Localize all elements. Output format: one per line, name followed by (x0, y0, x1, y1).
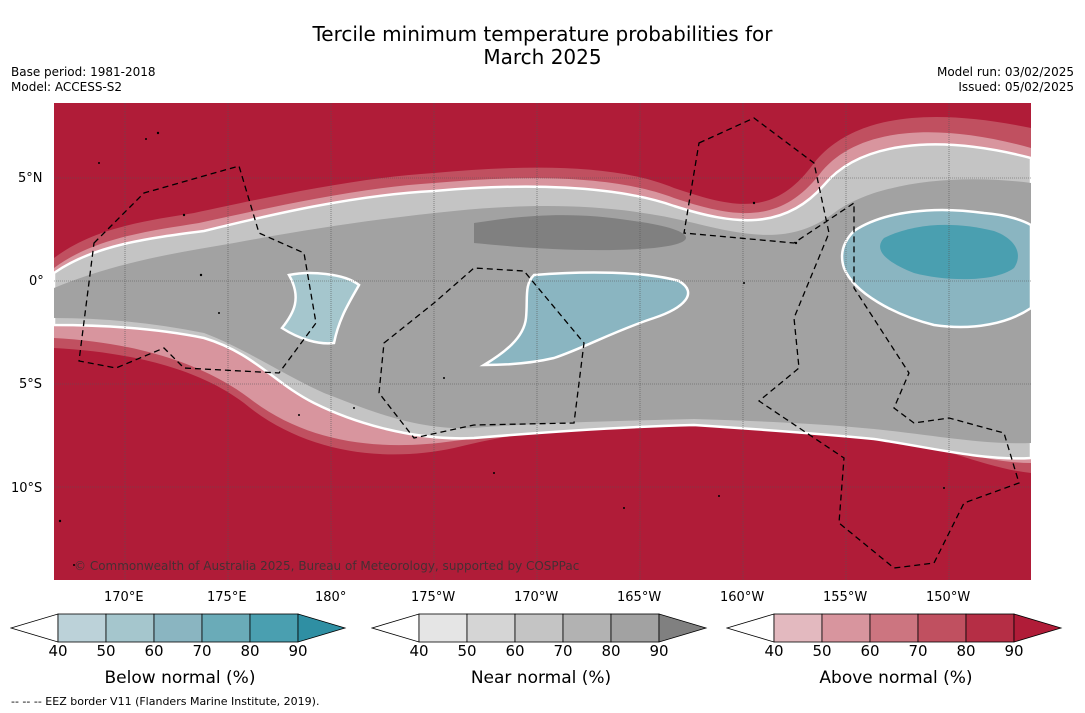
colorbar-near-segment-4 (562, 613, 612, 643)
colorbar-near-label-70: 70 (553, 642, 573, 660)
colorbar-below-segment-4 (201, 613, 251, 643)
lon-tick-160w: 160°W (720, 590, 765, 605)
colorbar-above-label-40: 40 (764, 642, 784, 660)
lon-tick-165w: 165°W (617, 590, 662, 605)
colorbar-below-segment-3 (153, 613, 203, 643)
colorbar-above-label-60: 60 (860, 642, 880, 660)
colorbar-near-label-90: 90 (649, 642, 669, 660)
legend-title-near: Near normal (%) (470, 668, 612, 688)
colorbar-near-label-40: 40 (409, 642, 429, 660)
colorbar-below-label-60: 60 (144, 642, 164, 660)
colorbar-near-upper-extend (658, 613, 708, 643)
base-period: Base period: 1981-2018 (11, 65, 156, 79)
colorbar-below-label-50: 50 (96, 642, 116, 660)
issued-date: Issued: 05/02/2025 (958, 80, 1074, 94)
colorbar-above-label-50: 50 (812, 642, 832, 660)
colorbar-near-lower-extend (371, 613, 420, 643)
colorbar-near-segment-1 (418, 613, 468, 643)
lon-tick-155w: 155°W (823, 590, 868, 605)
colorbar-above-upper-extend (1013, 613, 1063, 643)
colorbar-above-segment-2 (821, 613, 871, 643)
colorbar-below-label-80: 80 (240, 642, 260, 660)
colorbar-near-label-80: 80 (601, 642, 621, 660)
colorbar-below-segment-2 (105, 613, 155, 643)
title-line-2: March 2025 (483, 45, 602, 69)
model-run: Model run: 03/02/2025 (936, 65, 1074, 79)
lon-tick-170e: 170°E (104, 590, 144, 605)
colorbar-above-segment-1 (773, 613, 823, 643)
colorbar-near-normal (371, 613, 708, 643)
lat-tick-0: 0° (29, 274, 44, 289)
colorbar-near-label-60: 60 (505, 642, 525, 660)
lon-tick-180: 180° (315, 590, 347, 605)
colorbar-below-lower-extend (10, 613, 59, 643)
near-normal-dark-patch (474, 215, 687, 251)
lon-tick-150w: 150°W (926, 590, 971, 605)
colorbar-below-segment-5 (249, 613, 299, 643)
lat-tick-5s: 5°S (19, 377, 43, 392)
lat-tick-10s: 10°S (11, 481, 43, 496)
colorbar-above-label-80: 80 (956, 642, 976, 660)
copyright-text: © Commonwealth of Australia 2025, Bureau… (74, 559, 579, 573)
colorbar-above-segment-5 (965, 613, 1015, 643)
colorbar-above-lower-extend (726, 613, 775, 643)
colorbar-near-segment-5 (610, 613, 660, 643)
lon-tick-170w: 170°W (514, 590, 559, 605)
lon-tick-175e: 175°E (207, 590, 247, 605)
graticule (54, 103, 1031, 580)
colorbar-below-label-90: 90 (288, 642, 308, 660)
colorbar-near-segment-3 (514, 613, 564, 643)
eez-borders (78, 117, 1020, 569)
model-name: Model: ACCESS-S2 (11, 80, 123, 94)
probability-map: © Commonwealth of Australia 2025, Bureau… (54, 103, 1031, 580)
colorbar-near-label-50: 50 (457, 642, 477, 660)
lon-tick-175w: 175°W (411, 590, 456, 605)
colorbar-above-segment-4 (917, 613, 967, 643)
eez-footnote: -- -- -- EEZ border V11 (Flanders Marine… (11, 695, 320, 708)
colorbar-above-label-90: 90 (1004, 642, 1024, 660)
title-line-1: Tercile minimum temperature probabilitie… (312, 22, 773, 46)
colorbar-above-segment-3 (869, 613, 919, 643)
legend-title-below: Below normal (%) (104, 668, 256, 688)
below-normal-patch-central (479, 271, 690, 367)
colorbar-near-segment-2 (466, 613, 516, 643)
lat-tick-5n: 5°N (18, 171, 43, 186)
legend-title-above: Above normal (%) (819, 668, 973, 688)
colorbar-above-normal (726, 613, 1063, 643)
below-normal-patch-west (280, 271, 361, 345)
colorbar-below-label-70: 70 (192, 642, 212, 660)
colorbar-above-label-70: 70 (908, 642, 928, 660)
colorbar-below-segment-1 (57, 613, 107, 643)
islands (58, 131, 945, 566)
colorbar-below-upper-extend (297, 613, 347, 643)
colorbar-below-label-40: 40 (48, 642, 68, 660)
colorbar-below-normal (10, 613, 347, 643)
